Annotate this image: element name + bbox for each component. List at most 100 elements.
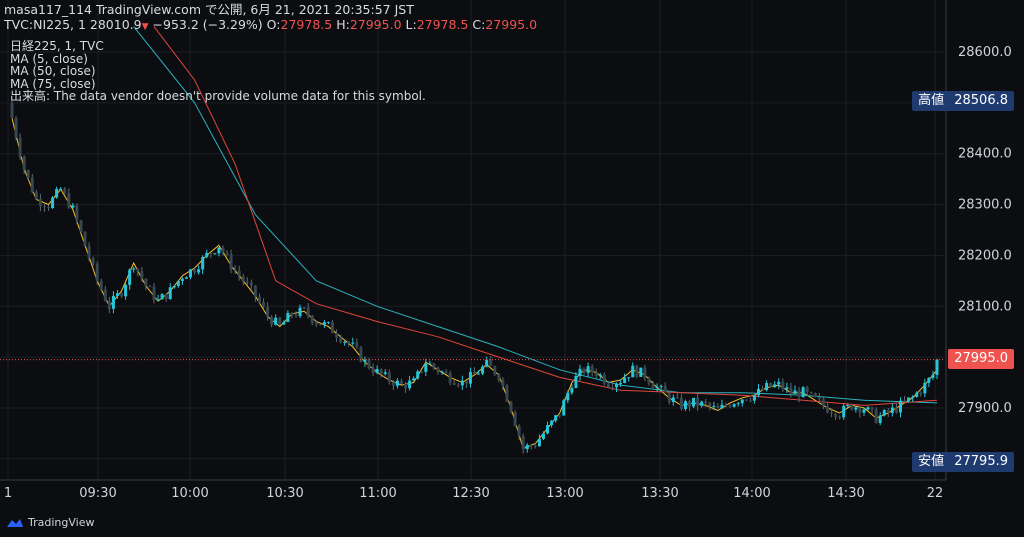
candle-body [838,416,842,418]
legend-title[interactable]: 日経225, 1, TVC [10,39,104,53]
candle-body [266,306,270,318]
candle-body [444,371,448,374]
candle-body [440,371,444,373]
candle-body [331,322,335,334]
candle-body [140,271,144,279]
candle-body [692,397,696,407]
candle-body [505,385,509,402]
last-price-value: 27995.0 [954,351,1008,366]
x-tick-label: 13:30 [641,486,678,501]
candle-body [655,386,659,388]
legend-ma75[interactable]: MA (75, close) [10,76,96,91]
high-value: 27995.0 [349,17,402,32]
candle-body [846,405,850,407]
x-tick-label: 22 [927,486,944,501]
candle-body [95,263,99,281]
candle-body [537,438,541,447]
candle-body [83,231,87,246]
candle-body [18,137,22,157]
brand-name: TradingView [28,516,95,529]
candle-body [513,411,517,426]
high-price-label: 高値 28506.8 [912,91,1014,111]
open-value: 27978.5 [280,17,333,32]
high-tag: 高値 [918,93,945,108]
candle-body [886,410,890,413]
candle-body [197,269,201,273]
candle-body [326,322,330,324]
candle-body [501,379,505,386]
candle-body [623,377,627,383]
candle-body [314,322,318,325]
candle-body [399,380,403,384]
candle-body [387,372,391,382]
x-tick-label: 14:30 [827,486,864,501]
candle-body [752,395,756,401]
candle-body [14,118,18,138]
candle-body [111,295,115,309]
high-label: H: [336,17,350,32]
candle-body [30,177,34,193]
candle-body [493,366,497,375]
candle-body [343,341,347,343]
candle-body [485,359,489,367]
candle-body [578,368,582,377]
candle-body [193,269,197,273]
candle-body [704,401,708,404]
x-tick-label: 11:00 [359,486,396,501]
candle-body [679,397,683,410]
candle-body [517,425,521,437]
candle-body [765,383,769,391]
candle-body [736,403,740,405]
candle-body [562,400,566,416]
candle-body [229,254,233,270]
candle-body [156,299,160,301]
candle-body [286,312,290,323]
candle-body [696,397,700,406]
candle-body [298,307,302,317]
legend-ma50[interactable]: MA (50, close) [10,64,96,78]
close-label: C: [472,17,486,32]
candle-body [732,404,736,407]
candle-body [404,383,408,389]
candle-body [907,397,911,401]
candle-body [594,372,598,377]
last-price-label: 27995.0 [948,349,1014,369]
y-tick-label: 28600.0 [958,45,1012,60]
candle-body [371,368,375,373]
x-tick-label: 10:30 [266,486,303,501]
indicator-legend: 日経225, 1, TVC MA (5, close) MA (50, clos… [10,40,426,103]
legend-volume-note[interactable]: 出来高: The data vendor doesn't provide vol… [10,89,426,103]
candle-body [614,383,618,388]
candle-body [201,256,205,270]
candle-body [103,289,107,301]
candle-body [468,371,472,384]
candle-body [241,276,245,282]
candle-body [708,403,712,407]
candle-body [756,388,760,396]
candle-body [529,445,533,447]
candle-body [813,393,817,397]
candle-body [428,363,432,365]
candle-body [464,380,468,384]
candle-body [497,374,501,380]
candle-body [546,425,550,434]
candle-body [659,385,663,387]
candle-body [375,369,379,373]
legend-ma5[interactable]: MA (5, close) [10,51,88,66]
low-tag-value: 27795.9 [954,454,1008,469]
candle-body [26,169,30,178]
price-axis: 28600.028500.028400.028300.028200.028100… [958,45,1012,416]
candle-body [541,433,545,439]
candle-body [740,399,744,404]
candle-body [144,278,148,287]
low-label: L: [405,17,417,32]
close-value: 27995.0 [485,17,538,32]
brand-logo[interactable]: TradingView [6,516,94,529]
candle-body [132,268,136,270]
last-value: 28010.9 [89,17,142,32]
candle-body [789,387,793,394]
candle-body [120,293,124,297]
candle-body [395,380,399,386]
candle-body [164,294,168,300]
